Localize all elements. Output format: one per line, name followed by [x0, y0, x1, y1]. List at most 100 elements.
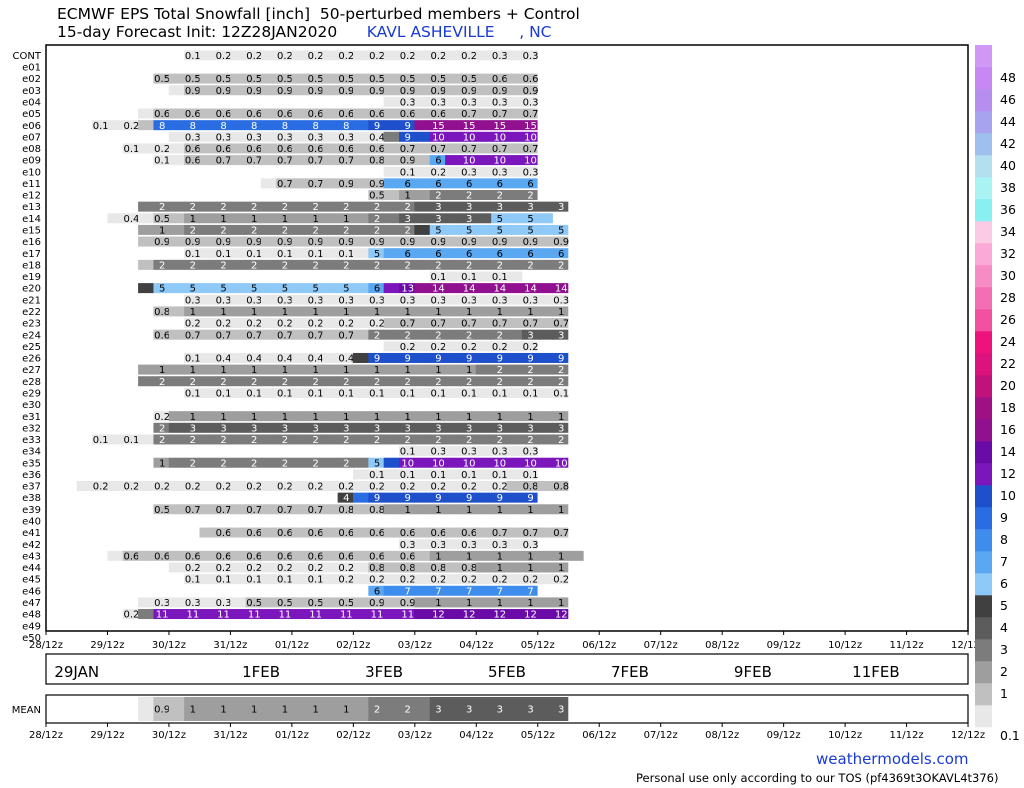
colorbar-segment — [975, 67, 992, 90]
member-e37-value: 0.2 — [216, 482, 232, 493]
member-e41-value: 0.6 — [338, 528, 354, 539]
member-e16-value: 0.9 — [492, 237, 508, 248]
member-e09-value: 0.7 — [216, 156, 232, 167]
member-e31-cell — [153, 411, 170, 422]
member-e27-cell — [337, 364, 354, 375]
member-row-e22: 0.8 1 1 1 1 1 1 1 1 1 1 1 1 1 — [153, 306, 569, 318]
member-e48-cell — [552, 609, 569, 620]
member-e03-cell — [184, 85, 200, 96]
member-e13-cell — [230, 201, 246, 212]
member-e24-cell — [276, 329, 292, 340]
member-e08-cell — [184, 143, 200, 154]
member-e14-value: 1 — [282, 214, 288, 225]
member-e03-cell — [276, 85, 292, 96]
member-e07-cell — [230, 131, 246, 142]
member-e33-cell — [199, 434, 216, 445]
colorbar-segment — [975, 617, 992, 640]
member-e07-cell — [276, 131, 292, 142]
member-e45-cell — [475, 574, 492, 585]
member-e28-cell — [368, 376, 385, 387]
member-e37-value: 0.2 — [277, 482, 293, 493]
member-e20-cell — [353, 283, 369, 294]
member-e07-value: 10 — [493, 132, 506, 143]
member-cont-cell — [245, 50, 262, 61]
member-e13-cell — [491, 201, 507, 212]
member-e47-value: 0.9 — [400, 598, 416, 609]
member-e16-value: 0.9 — [430, 237, 446, 248]
member-e06-cell — [506, 120, 523, 131]
member-e47-cell — [322, 597, 339, 608]
member-e33-cell — [306, 434, 323, 445]
member-e31-cell — [199, 411, 216, 422]
member-e33-cell — [506, 434, 523, 445]
member-e27-cell — [306, 364, 323, 375]
member-e17-cell — [399, 248, 415, 259]
mean-value: 3 — [497, 705, 503, 716]
member-e06-cell — [168, 120, 185, 131]
member-e27-cell — [138, 364, 154, 375]
plot-frame — [45, 44, 969, 632]
mean-cell — [552, 697, 569, 721]
member-e21-value: 0.3 — [308, 295, 324, 306]
member-e36-value: 0.1 — [492, 470, 508, 481]
member-e46-cell — [414, 585, 431, 596]
member-e09-cell — [199, 155, 216, 166]
member-e17-cell — [475, 248, 492, 259]
member-e23-cell — [521, 318, 538, 329]
member-e35-cell — [306, 457, 323, 468]
member-e24-cell — [552, 329, 569, 340]
member-e10-value: 0.3 — [523, 167, 539, 178]
member-e21-cell — [322, 294, 339, 305]
member-e15-cell — [337, 224, 354, 235]
member-e13-cell — [445, 201, 461, 212]
member-e16-cell — [153, 236, 170, 247]
member-e14-value: 1 — [312, 214, 318, 225]
member-e33-cell — [260, 434, 277, 445]
member-e24-cell — [199, 329, 216, 340]
member-e43-value: 0.6 — [338, 551, 354, 562]
member-e26-value: 0.4 — [308, 354, 324, 365]
member-e31-cell — [306, 411, 323, 422]
member-e39-value: 0.8 — [369, 505, 385, 516]
member-label: e02 — [22, 74, 41, 85]
member-e16-value: 0.9 — [308, 237, 324, 248]
colorbar-segment — [975, 397, 992, 420]
member-e22-cell — [429, 306, 446, 317]
member-e12-cell — [368, 190, 385, 200]
member-e20-value: 5 — [220, 284, 226, 295]
member-e08-cell — [475, 143, 492, 154]
member-e27-cell — [276, 364, 292, 375]
member-cont-cell — [521, 50, 538, 61]
member-e36-cell — [460, 469, 477, 480]
member-e09-value: 6 — [435, 156, 441, 167]
member-e22-cell — [491, 306, 507, 317]
member-e08-value: 0.7 — [400, 144, 416, 155]
member-e35-value: 2 — [190, 458, 196, 469]
member-e22-cell — [506, 306, 523, 317]
member-e33-cell — [521, 434, 538, 445]
member-e08-value: 0.6 — [185, 144, 201, 155]
member-e31-cell — [353, 411, 369, 422]
member-e05-cell — [353, 108, 369, 119]
member-e43-value: 1 — [497, 551, 503, 562]
member-e33-cell — [368, 434, 385, 445]
member-e31-value: 1 — [343, 412, 349, 423]
member-label: CONT — [13, 51, 42, 62]
colorbar-segment — [975, 155, 992, 178]
member-e16-cell — [445, 236, 461, 247]
member-e48-cell — [199, 609, 216, 620]
member-e20-value: 5 — [159, 284, 165, 295]
member-e29-cell — [322, 387, 339, 398]
member-e32-value: 3 — [251, 423, 257, 434]
member-e44-cell — [399, 562, 415, 573]
member-label: e31 — [22, 412, 41, 423]
member-e46-value: 7 — [497, 586, 503, 597]
member-e28-value: 2 — [312, 377, 318, 388]
member-e31-value: 1 — [497, 412, 503, 423]
member-e24-cell — [475, 329, 492, 340]
member-e17-value: 5 — [374, 249, 380, 260]
member-e11-value: 0.7 — [308, 179, 324, 190]
member-e05-cell — [337, 108, 354, 119]
member-e24-cell — [383, 329, 400, 340]
member-e35-cell — [260, 457, 277, 468]
